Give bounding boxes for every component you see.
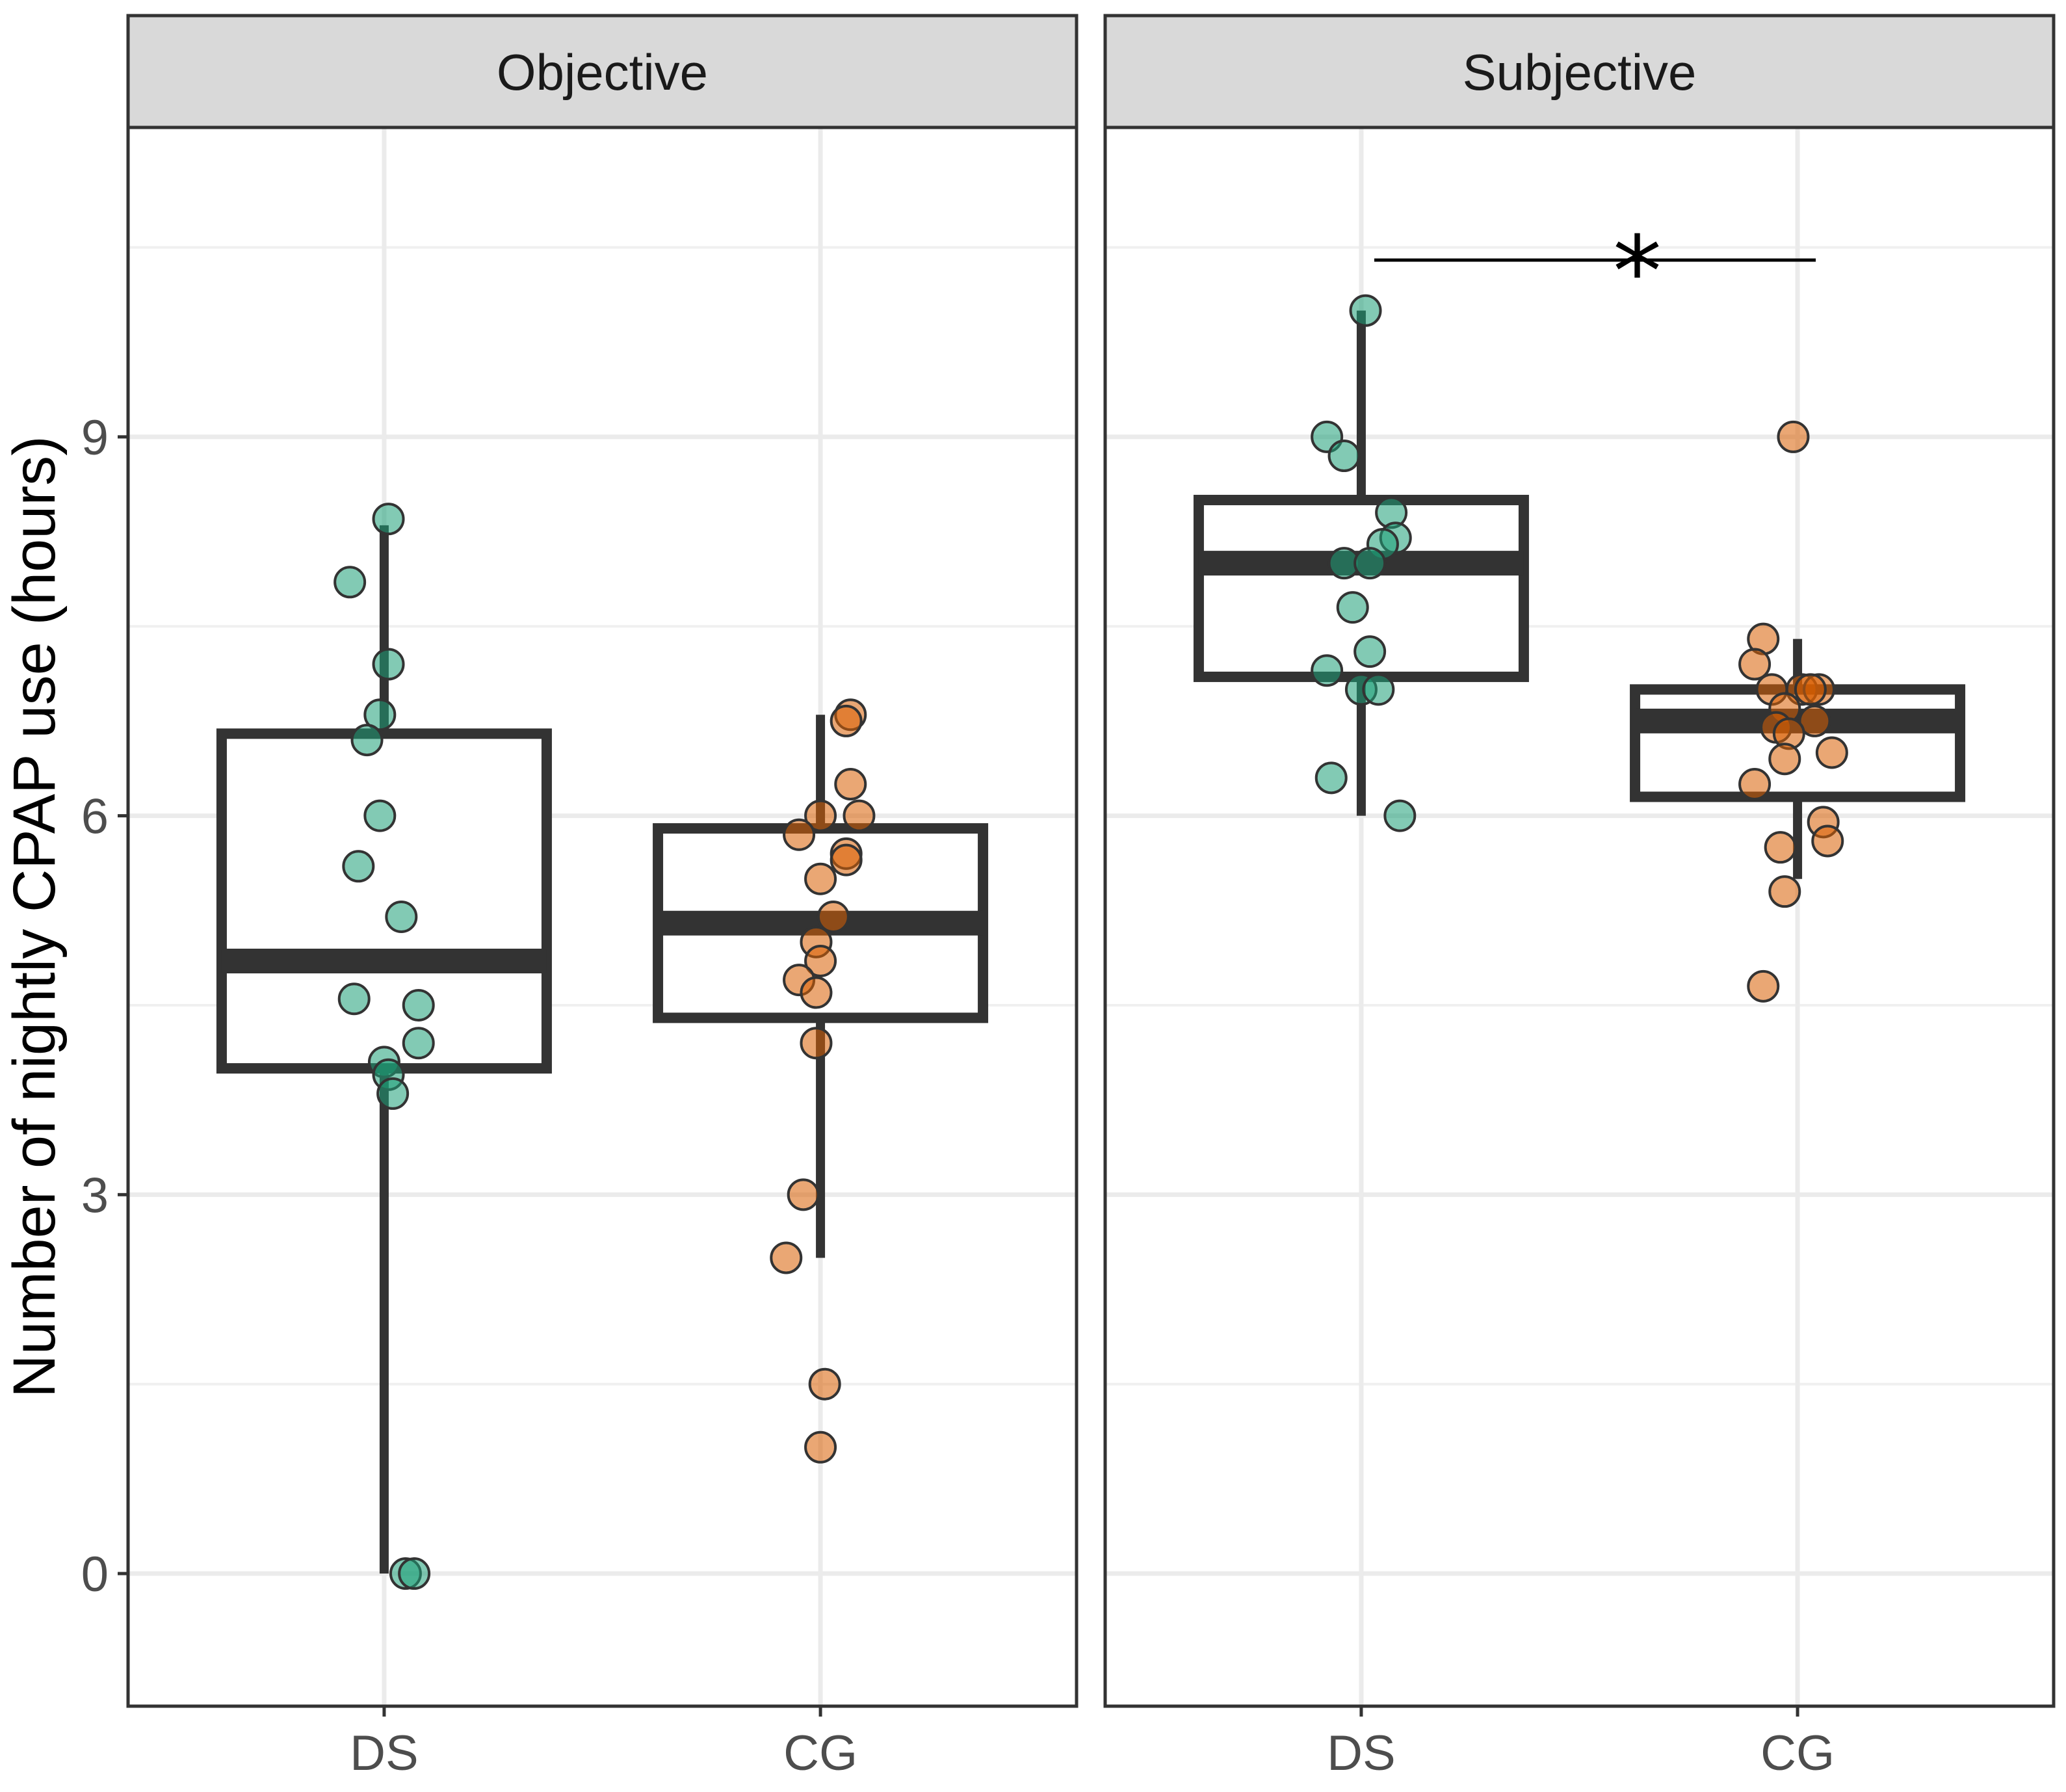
panel-border <box>1103 125 2056 1708</box>
data-point-cg <box>1777 420 1810 453</box>
panel-objective: Objective DS CG 0 3 6 9 <box>81 14 1079 1781</box>
y-tick-label: 6 <box>81 789 109 845</box>
data-point-ds <box>372 503 405 536</box>
data-point-ds <box>1349 294 1382 327</box>
data-point-ds <box>1362 673 1395 706</box>
data-point-cg <box>804 1430 837 1464</box>
data-point-cg <box>830 843 863 876</box>
panels-layer: Objective DS CG 0 3 6 9 Subjective * DS CG <box>81 14 2056 1781</box>
x-tick-label: CG <box>783 1726 857 1781</box>
data-point-cg <box>1764 831 1797 864</box>
data-point-ds <box>402 988 435 1021</box>
data-point-ds <box>398 1557 431 1590</box>
x-tick-label: DS <box>350 1726 419 1781</box>
plot-background <box>1105 127 2054 1706</box>
data-point-cg <box>1811 824 1844 858</box>
data-point-cg <box>1738 768 1772 801</box>
y-axis-title: Number of nightly CPAP use (hours) <box>1 436 68 1397</box>
data-point-cg <box>800 976 833 1009</box>
data-point-cg <box>1747 969 1780 1003</box>
box-cg <box>1630 420 1966 1003</box>
data-point-cg <box>808 1367 841 1401</box>
data-point-cg <box>843 799 876 832</box>
box-ds <box>1193 294 1529 832</box>
data-point-ds <box>363 698 397 731</box>
data-point-ds <box>1311 654 1344 687</box>
data-point-cg <box>817 901 850 933</box>
data-point-ds <box>337 982 371 1016</box>
data-point-ds <box>1336 591 1369 624</box>
data-point-cg <box>804 944 837 977</box>
data-point-cg <box>800 1027 833 1060</box>
strip-label: Subjective <box>1463 44 1697 101</box>
data-point-ds <box>1314 761 1348 795</box>
box-iqr <box>216 728 552 1074</box>
box-ds <box>216 503 552 1590</box>
data-point-ds <box>363 799 397 832</box>
data-point-cg <box>787 1178 820 1211</box>
data-point-cg <box>770 1241 803 1274</box>
strip-header-objective <box>126 14 1079 129</box>
data-point-ds <box>350 724 384 757</box>
panel-border <box>126 125 1079 1708</box>
data-point-ds <box>342 850 375 883</box>
data-point-ds <box>1383 799 1417 832</box>
data-point-ds <box>402 1027 435 1060</box>
data-point-cg <box>830 704 863 737</box>
strip-label: Objective <box>497 44 708 101</box>
y-tick-label: 0 <box>81 1547 109 1602</box>
data-point-ds <box>372 648 405 681</box>
data-point-ds <box>376 1077 410 1110</box>
data-point-cg <box>1794 673 1827 706</box>
data-point-cg <box>804 862 837 895</box>
panel-subjective: Subjective * DS CG <box>1103 14 2056 1781</box>
data-point-cg <box>783 818 816 851</box>
data-point-ds <box>333 566 367 599</box>
data-point-cg <box>1738 648 1772 681</box>
x-tick-label: DS <box>1327 1726 1396 1781</box>
data-point-ds <box>1327 440 1361 473</box>
y-tick-label: 3 <box>81 1168 109 1223</box>
y-tick-label: 9 <box>81 410 109 466</box>
significance-marker: * <box>1613 216 1662 329</box>
data-point-cg <box>1768 875 1801 908</box>
data-point-cg <box>834 768 867 801</box>
data-point-ds <box>385 901 418 933</box>
data-point-cg <box>1768 743 1801 776</box>
box-cg <box>653 698 989 1464</box>
x-tick-label: CG <box>1760 1726 1835 1781</box>
data-point-cg <box>804 799 837 832</box>
data-point-cg <box>1815 736 1848 769</box>
data-point-ds <box>1353 635 1387 668</box>
data-point-cg <box>1798 704 1831 737</box>
data-point-ds <box>1353 547 1387 580</box>
